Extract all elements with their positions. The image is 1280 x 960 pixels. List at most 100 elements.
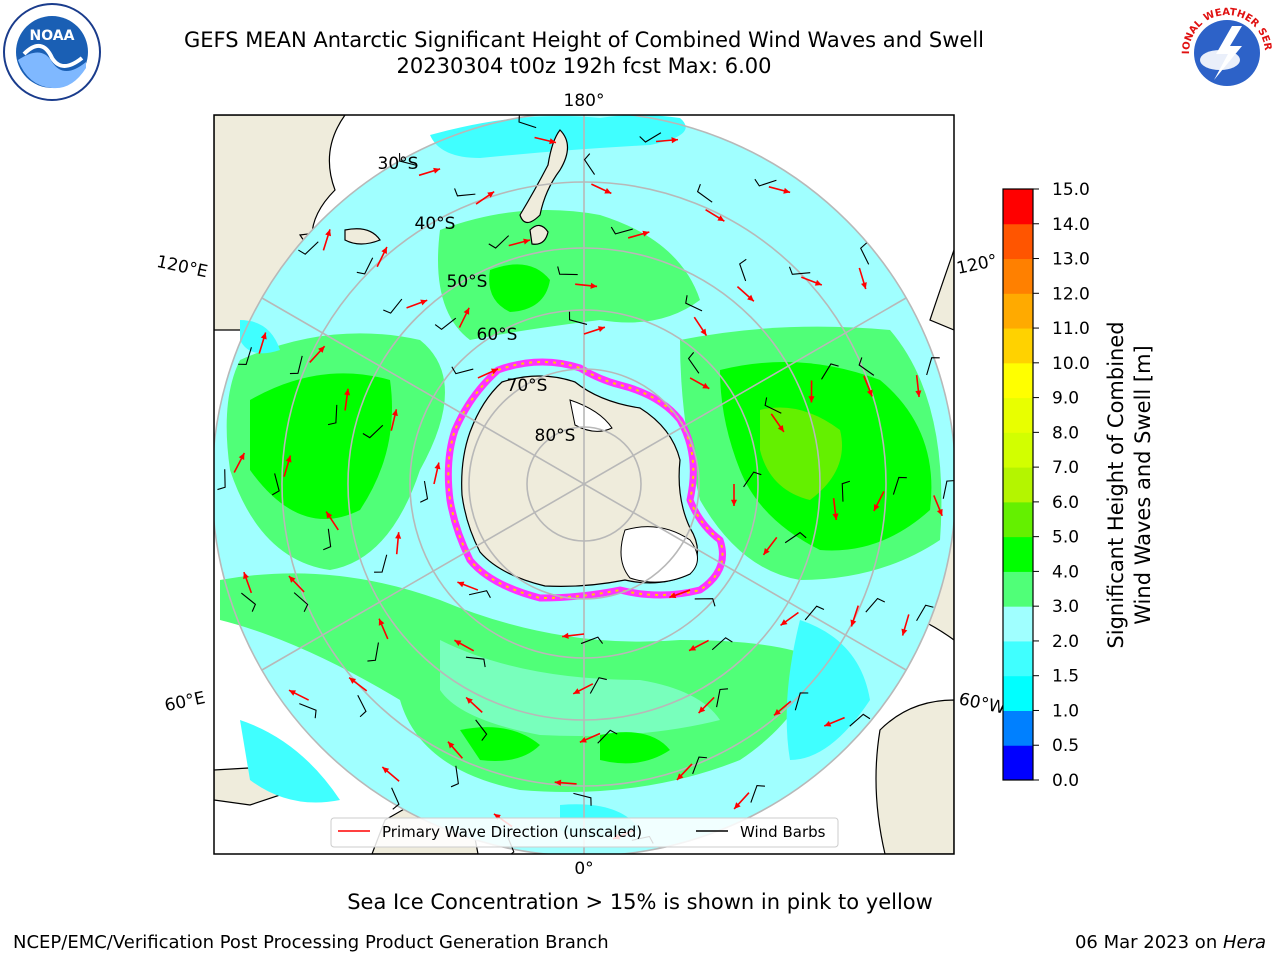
colorbar-bin (1003, 432, 1033, 468)
legend-primary-wave-direction: Primary Wave Direction (unscaled) (382, 823, 642, 841)
wave-direction-arrowhead (260, 332, 267, 340)
colorbar-bin (1003, 397, 1033, 433)
colorbar-bin (1003, 501, 1033, 538)
colorbar-tick-label: 15.0 (1052, 180, 1090, 200)
wave-direction-arrowhead (554, 779, 562, 786)
continents-inside (344, 129, 569, 245)
wind-barb (580, 636, 604, 645)
wave-direction-arrowhead (523, 238, 531, 245)
wave-direction-arrowhead (318, 346, 325, 353)
chart-subtitle: 20230304 t00z 192h fcst Max: 6.00 (396, 54, 772, 78)
wind-barb (821, 363, 839, 380)
wind-barb (488, 235, 510, 249)
wave-direction-arrowhead (717, 215, 725, 222)
wave-direction-arrowhead (434, 462, 441, 470)
colorbar-bin (1003, 223, 1033, 260)
producer-credit: NCEP/EMC/Verification Post Processing Pr… (13, 932, 609, 953)
wave-direction-arrowhead (381, 246, 387, 254)
wind-barb (865, 597, 886, 613)
colorbar-tick-label: 8.0 (1052, 423, 1079, 443)
svg-text:NOAA: NOAA (30, 28, 75, 44)
wave-direction-arrowhead (671, 137, 678, 144)
wave-direction-arrowhead (730, 499, 738, 506)
colorbar-bin (1003, 606, 1033, 642)
colorbar-tick-label: 1.0 (1052, 701, 1079, 721)
wind-barb (217, 469, 226, 491)
wave-direction-arrowhead (747, 294, 754, 302)
legend-wind-barbs: Wind Barbs (740, 823, 826, 841)
wind-barb (454, 188, 476, 197)
wind-barb (743, 471, 762, 488)
wave-direction-arrowhead (378, 618, 385, 626)
wave-direction-arrowhead (873, 503, 880, 511)
colorbar-tick-label: 9.0 (1052, 389, 1079, 409)
wind-barb (465, 656, 486, 668)
wave-direction-arrowhead (549, 138, 556, 145)
wind-barb (299, 703, 317, 719)
colorbar-bin (1003, 467, 1033, 503)
run-machine: Hera (1222, 932, 1266, 953)
wind-barb (739, 258, 747, 282)
wind-barb (794, 692, 809, 711)
wind-barb (942, 480, 954, 499)
noaa-logo: NOAA (3, 3, 101, 101)
colorbar-tick-label: 3.0 (1052, 597, 1079, 617)
wave-direction-arrowhead (573, 688, 581, 694)
wind-barb (241, 592, 257, 612)
lat-label-60s: 60°S (477, 325, 518, 345)
wave-direction-arrowhead (850, 619, 857, 627)
wave-direction-arrowhead (832, 513, 839, 520)
wind-barb (298, 241, 319, 255)
colorbar-tick-label: 7.0 (1052, 458, 1079, 478)
wind-barb (841, 480, 851, 502)
wind-barb (323, 528, 332, 551)
wave-direction-arrowhead (349, 677, 357, 684)
lon-label-180: 180° (564, 91, 605, 111)
wave-direction-arrowhead (604, 187, 612, 194)
graticule (214, 115, 954, 854)
wind-barb (784, 531, 807, 544)
wave-direction-arrowhead (344, 388, 351, 396)
wave-direction-arrowhead (382, 767, 390, 774)
wave-direction-arrowhead (814, 279, 822, 286)
colorbar-tick-label: 11.0 (1052, 319, 1090, 339)
wind-barb (926, 357, 940, 376)
wind-barb (916, 604, 934, 622)
wave-direction-arrowhead (391, 409, 398, 417)
wind-barb (687, 352, 700, 374)
wave-direction-arrowhead (463, 307, 470, 315)
colorbar-tick-label: 2.0 (1052, 632, 1079, 652)
wave-direction-arrowhead (454, 640, 462, 646)
wave-direction-arrowhead (597, 326, 605, 333)
wave-direction-arrowhead (288, 576, 296, 583)
wind-barb (362, 424, 384, 439)
lon-label-120e: 120°E (155, 252, 210, 282)
wave-direction-arrowhead (734, 802, 741, 809)
wind-barb (357, 695, 367, 718)
wind-barb (788, 266, 811, 275)
colorbar-bin (1003, 536, 1033, 572)
wave-height-field (220, 115, 942, 838)
lat-label-30s: 30°S (378, 154, 419, 174)
colorbar-tick-label: 6.0 (1052, 493, 1079, 513)
wave-direction-arrowhead (490, 368, 498, 375)
wind-barb (696, 183, 713, 203)
colorbar-bin (1003, 293, 1033, 329)
wind-barb (518, 115, 537, 129)
lon-label-60w: 60°W (957, 689, 1007, 718)
colorbar-bin (1003, 362, 1033, 399)
wind-barb (557, 266, 578, 276)
wind-barb (238, 347, 252, 366)
lon-label-0: 0° (574, 859, 593, 879)
colorbar-bin (1003, 258, 1033, 294)
wind-barb (475, 719, 488, 741)
wave-direction-arrowhead (777, 424, 784, 432)
wave-direction-arrowhead (824, 720, 832, 727)
wind-barb (716, 688, 729, 708)
wave-direction-arrowhead (493, 813, 501, 820)
colorbar-frame (1002, 188, 1034, 781)
lat-label-80s: 80°S (535, 426, 576, 446)
wind-barb (391, 787, 400, 810)
wave-direction-arrowhead (808, 396, 815, 403)
